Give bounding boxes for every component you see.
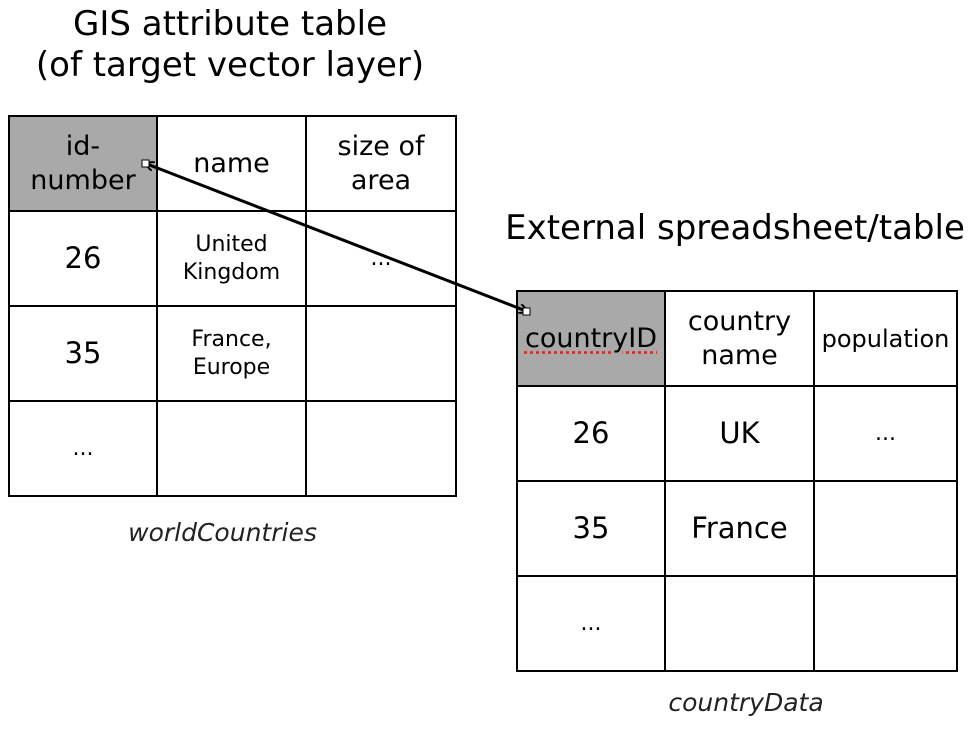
external-table-caption: countryData xyxy=(668,688,824,717)
gis-title-line2: (of target vector layer) xyxy=(35,44,425,85)
external-spreadsheet-table: countryID country name population 26 UK … xyxy=(516,290,958,672)
table-cell: 35 xyxy=(8,305,158,402)
table-row: ... xyxy=(8,400,457,497)
table-header-row: countryID country name population xyxy=(516,290,958,387)
table-row: 26 UK ... xyxy=(516,385,958,482)
gis-table-title: GIS attribute table (of target vector la… xyxy=(0,4,460,86)
table-cell: France xyxy=(664,480,815,577)
arrow-start-handle xyxy=(141,159,150,168)
gis-title-line1: GIS attribute table xyxy=(73,4,387,44)
table-cell: ... xyxy=(813,385,958,482)
table-cell: ... xyxy=(8,400,158,497)
table-cell xyxy=(813,575,958,672)
table-row: ... xyxy=(516,575,958,672)
table-cell: 35 xyxy=(516,480,666,577)
table-cell: UK xyxy=(664,385,815,482)
table-row: 35 France, Europe xyxy=(8,305,457,402)
country-name-header: country name xyxy=(664,290,815,387)
table-cell xyxy=(305,400,457,497)
population-header: population xyxy=(813,290,958,387)
table-row: 35 France xyxy=(516,480,958,577)
external-table-title: External spreadsheet/table xyxy=(505,208,965,248)
table-cell xyxy=(664,575,815,672)
country-id-header: countryID xyxy=(516,290,666,387)
join-arrow-line xyxy=(147,164,526,311)
table-cell: 26 xyxy=(516,385,666,482)
table-cell: ... xyxy=(516,575,666,672)
table-cell xyxy=(156,400,307,497)
id-number-header: id- number xyxy=(8,115,158,212)
gis-table-caption: worldCountries xyxy=(128,518,317,547)
table-cell xyxy=(305,305,457,402)
arrow-end-handle xyxy=(522,307,531,316)
table-cell xyxy=(813,480,958,577)
table-cell: 26 xyxy=(8,210,158,307)
